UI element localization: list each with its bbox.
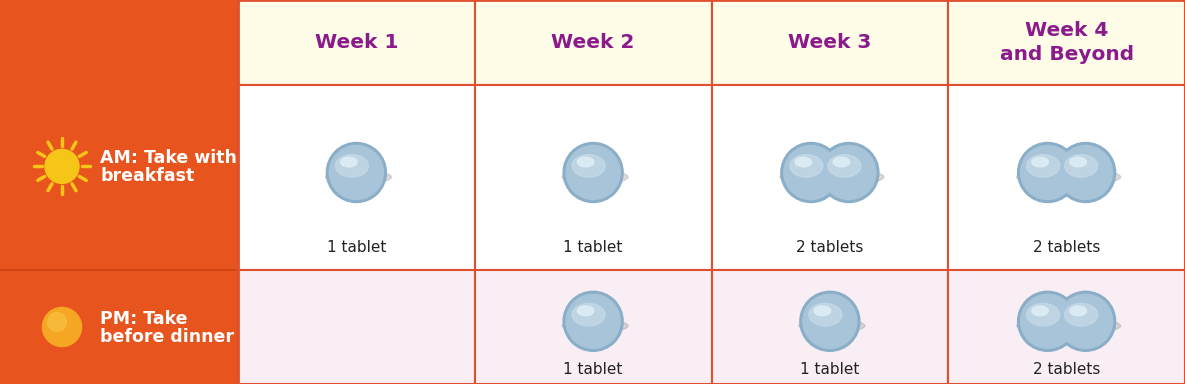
- Text: 2 tablets: 2 tablets: [1033, 362, 1101, 377]
- FancyBboxPatch shape: [948, 270, 1185, 384]
- Circle shape: [566, 294, 620, 348]
- Circle shape: [1056, 142, 1115, 202]
- Ellipse shape: [1064, 303, 1097, 326]
- Circle shape: [1058, 294, 1113, 348]
- Text: 2 tablets: 2 tablets: [796, 240, 864, 255]
- Ellipse shape: [818, 170, 884, 184]
- Circle shape: [783, 146, 838, 200]
- FancyBboxPatch shape: [948, 85, 1185, 270]
- Ellipse shape: [335, 155, 369, 177]
- FancyBboxPatch shape: [475, 270, 711, 384]
- Circle shape: [563, 142, 623, 202]
- FancyBboxPatch shape: [0, 0, 238, 384]
- Circle shape: [563, 291, 623, 351]
- Ellipse shape: [1017, 170, 1083, 184]
- Ellipse shape: [340, 157, 357, 167]
- Text: 1 tablet: 1 tablet: [563, 240, 623, 255]
- Ellipse shape: [572, 155, 606, 177]
- Ellipse shape: [828, 155, 860, 177]
- Ellipse shape: [814, 306, 831, 316]
- Text: 2 tablets: 2 tablets: [1033, 240, 1101, 255]
- Circle shape: [1058, 146, 1113, 200]
- Ellipse shape: [1070, 157, 1087, 167]
- Circle shape: [1018, 142, 1077, 202]
- FancyBboxPatch shape: [711, 85, 948, 270]
- Circle shape: [1020, 146, 1075, 200]
- Ellipse shape: [833, 157, 850, 167]
- Text: 1 tablet: 1 tablet: [327, 240, 386, 255]
- Circle shape: [1018, 291, 1077, 351]
- Circle shape: [326, 142, 386, 202]
- Ellipse shape: [1032, 306, 1049, 316]
- Text: PM: Take: PM: Take: [100, 310, 187, 328]
- Text: 1 tablet: 1 tablet: [563, 362, 623, 377]
- Circle shape: [566, 146, 620, 200]
- Ellipse shape: [1026, 155, 1059, 177]
- Ellipse shape: [326, 170, 391, 184]
- Circle shape: [819, 142, 879, 202]
- Ellipse shape: [1032, 157, 1049, 167]
- Circle shape: [1020, 294, 1075, 348]
- FancyBboxPatch shape: [948, 0, 1185, 85]
- Text: before dinner: before dinner: [100, 328, 233, 346]
- FancyBboxPatch shape: [475, 85, 711, 270]
- FancyBboxPatch shape: [238, 0, 475, 85]
- FancyBboxPatch shape: [711, 270, 948, 384]
- Ellipse shape: [795, 157, 812, 167]
- Circle shape: [800, 291, 860, 351]
- Text: Week 2: Week 2: [551, 33, 635, 52]
- FancyBboxPatch shape: [238, 85, 475, 270]
- Circle shape: [803, 294, 857, 348]
- Circle shape: [329, 146, 384, 200]
- Ellipse shape: [1026, 303, 1059, 326]
- Ellipse shape: [780, 170, 846, 184]
- Circle shape: [781, 142, 841, 202]
- Text: Week 4
and Beyond: Week 4 and Beyond: [1000, 21, 1134, 64]
- Ellipse shape: [1070, 306, 1087, 316]
- Ellipse shape: [1055, 170, 1121, 184]
- Ellipse shape: [1055, 319, 1121, 333]
- Ellipse shape: [577, 157, 594, 167]
- Ellipse shape: [562, 319, 628, 333]
- Text: Week 3: Week 3: [788, 33, 871, 52]
- Circle shape: [1056, 291, 1115, 351]
- Circle shape: [822, 146, 876, 200]
- Text: AM: Take with: AM: Take with: [100, 149, 237, 167]
- FancyBboxPatch shape: [238, 270, 475, 384]
- Text: breakfast: breakfast: [100, 167, 194, 185]
- Circle shape: [47, 313, 66, 331]
- Circle shape: [43, 308, 82, 346]
- Text: 1 tablet: 1 tablet: [800, 362, 859, 377]
- Ellipse shape: [809, 303, 841, 326]
- Ellipse shape: [572, 303, 606, 326]
- FancyBboxPatch shape: [711, 0, 948, 85]
- Ellipse shape: [1064, 155, 1097, 177]
- Ellipse shape: [790, 155, 822, 177]
- Circle shape: [45, 149, 79, 184]
- FancyBboxPatch shape: [475, 0, 711, 85]
- Ellipse shape: [1017, 319, 1083, 333]
- Ellipse shape: [799, 319, 865, 333]
- Ellipse shape: [577, 306, 594, 316]
- Ellipse shape: [562, 170, 628, 184]
- Text: Week 1: Week 1: [315, 33, 398, 52]
